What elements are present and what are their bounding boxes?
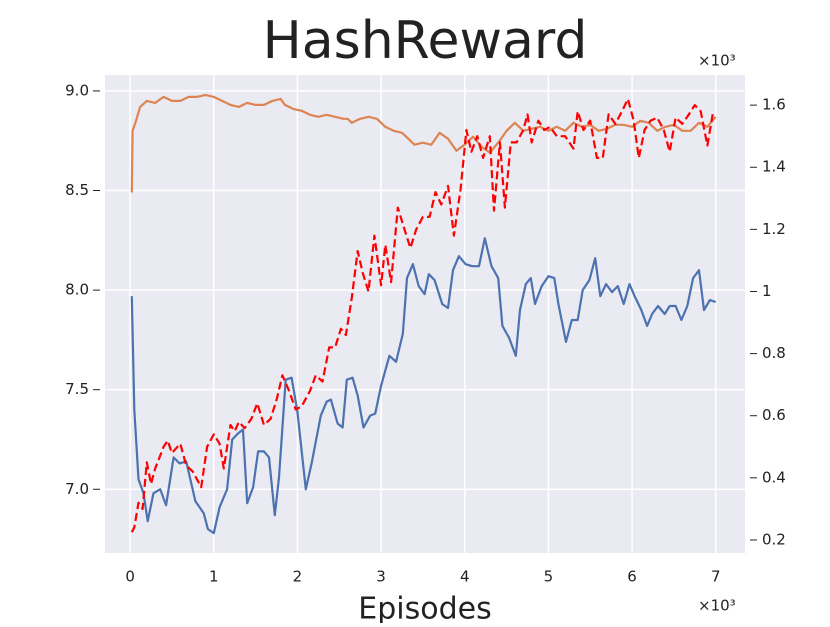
chart-title: HashReward <box>263 11 588 71</box>
y-tick-label: 7.0 <box>65 480 89 498</box>
y-tick-label: 7.5 <box>65 380 89 398</box>
x-tick-label: 6 <box>627 568 637 586</box>
y2-tick-label: 1 <box>762 282 772 300</box>
x-tick-label: 3 <box>376 568 386 586</box>
y2-tick-label: 1.2 <box>762 220 786 238</box>
x-tick-label: 1 <box>209 568 219 586</box>
x-offset-label: ×10³ <box>698 597 736 615</box>
y2-tick-label: 0.4 <box>762 468 786 486</box>
x-tick-label: 4 <box>460 568 470 586</box>
x-tick-label: 7 <box>711 568 721 586</box>
series-line <box>130 93 717 193</box>
series-line <box>130 237 717 535</box>
y2-tick-label: 0.6 <box>762 406 786 424</box>
x-tick-label: 2 <box>293 568 303 586</box>
y2-tick-label: 0.8 <box>762 344 786 362</box>
x-tick-label: 5 <box>544 568 554 586</box>
y-tick-label: 8.5 <box>65 181 89 199</box>
x-tick-label: 0 <box>125 568 135 586</box>
y2-tick-label: 1.4 <box>762 158 786 176</box>
y2-offset-label: ×10³ <box>698 52 736 70</box>
y2-tick-label: 0.2 <box>762 530 786 548</box>
x-axis-label: Episodes <box>358 592 491 624</box>
y-tick-label: 9.0 <box>65 81 89 99</box>
y-tick-label: 8.0 <box>65 281 89 299</box>
y2-tick-label: 1.6 <box>762 96 786 114</box>
series-line <box>130 97 715 533</box>
